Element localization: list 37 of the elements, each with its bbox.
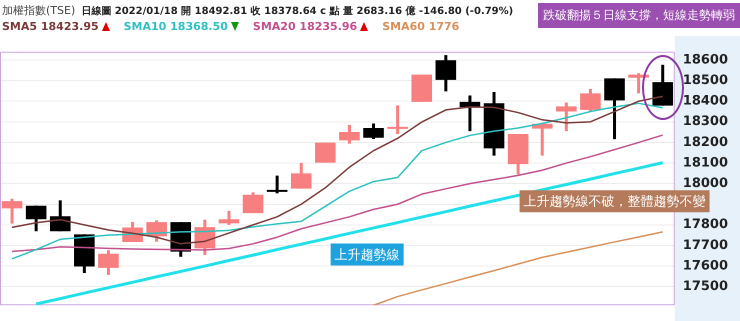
candlestick xyxy=(26,206,46,232)
annotation: 上升趨勢線不破，整體趨勢不變 xyxy=(524,194,706,210)
candlestick xyxy=(98,250,119,275)
text: SMA5 18423.95 xyxy=(2,20,99,33)
text: SMA20 18235.96 xyxy=(252,20,358,33)
candlestick xyxy=(604,78,625,140)
candlestick xyxy=(652,64,674,106)
y-tick-label: 18000 xyxy=(682,176,728,192)
candlestick xyxy=(580,88,601,112)
candlestick xyxy=(339,124,360,144)
y-tick-label: 17600 xyxy=(682,258,728,274)
y-tick-label: 17700 xyxy=(682,238,728,253)
y-tick-label: 17800 xyxy=(682,217,728,232)
text: SMA10 18368.50 xyxy=(124,20,228,33)
candlestick xyxy=(290,163,312,189)
candlestick xyxy=(315,142,336,163)
y-tick-label: 18200 xyxy=(682,134,728,150)
chart-title: 加權指數(TSE) xyxy=(2,4,76,17)
candlestick xyxy=(436,55,456,92)
candlestick xyxy=(363,123,384,139)
candlestick xyxy=(556,102,577,132)
y-tick-label: 18300 xyxy=(682,114,728,130)
y-tick-label: 18600 xyxy=(682,52,728,68)
candlestick xyxy=(387,105,408,134)
candlestick xyxy=(2,198,22,224)
y-tick-label: 17500 xyxy=(682,279,728,294)
candlestick xyxy=(242,192,264,214)
candlestick xyxy=(628,73,649,94)
y-tick-label: 18100 xyxy=(682,155,728,170)
text: SMA60 1776 xyxy=(382,20,460,33)
candlestick xyxy=(266,176,288,194)
candlestick xyxy=(218,210,240,225)
y-tick-label: 18400 xyxy=(682,94,728,109)
y-tick-label: 18500 xyxy=(682,73,728,88)
chart-subtitle: 日線圖 2022/01/18 開 18492.81 收 18378.64 c 點 量 2683.16 億 -146.80 (-0.79%) xyxy=(81,6,514,17)
annotation: 上升趨勢線 xyxy=(334,248,400,263)
text: 跌破翻揚５日線支撐，短線走勢轉弱 xyxy=(538,3,740,28)
